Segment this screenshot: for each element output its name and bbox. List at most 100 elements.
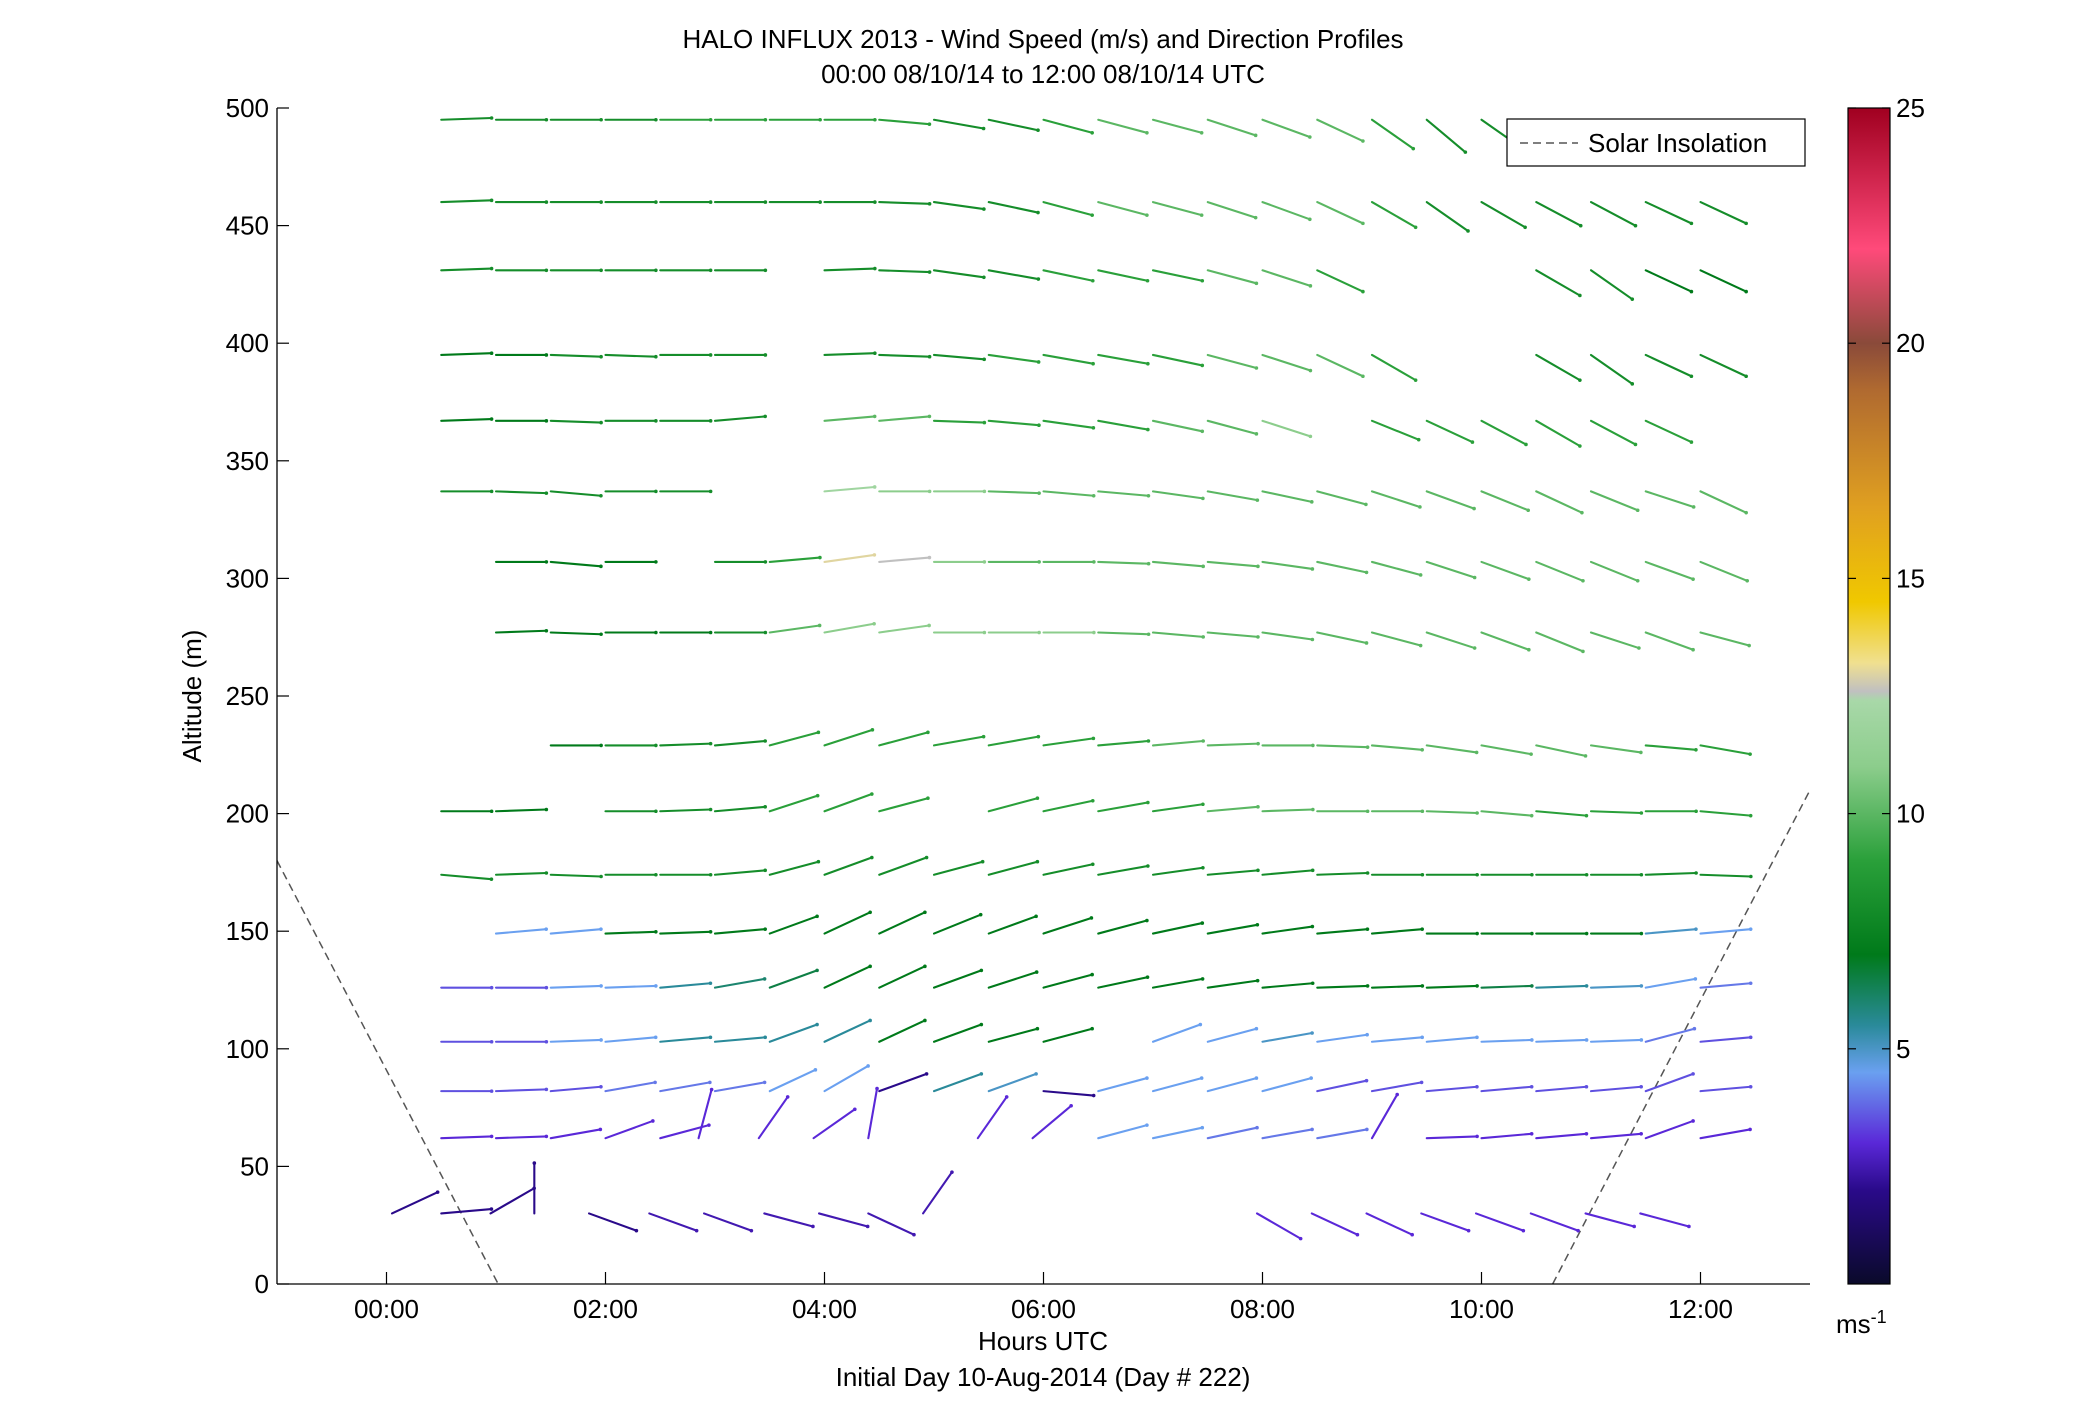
wind-vector-tip	[1091, 1093, 1096, 1098]
wind-vector	[1425, 631, 1476, 650]
wind-vector-tip	[1365, 1032, 1369, 1037]
wind-vector-tip	[980, 859, 985, 864]
wind-vector	[1151, 1023, 1202, 1043]
wind-vector	[1699, 928, 1752, 935]
wind-vector-tip	[1199, 130, 1204, 135]
wind-vector	[1316, 1033, 1369, 1043]
wind-vector-tip	[1744, 289, 1748, 294]
wind-vector-tip	[1689, 221, 1694, 226]
wind-vector-tip	[1419, 1080, 1424, 1085]
wind-vector-tip	[927, 122, 932, 126]
wind-vector	[1480, 490, 1530, 512]
wind-vector	[1480, 1085, 1533, 1093]
wind-vector-tip	[489, 985, 494, 990]
wind-vector	[1535, 560, 1585, 582]
wind-vector-tip	[1255, 978, 1260, 983]
wind-vector	[878, 965, 926, 989]
wind-vector	[823, 965, 872, 989]
wind-vector-tip	[599, 420, 603, 425]
wind-vector-tip	[654, 872, 658, 877]
wind-vector	[1425, 1085, 1478, 1093]
wind-vector	[440, 418, 493, 422]
wind-vector-tip	[489, 1039, 494, 1044]
colorbar-unit-base: ms	[1836, 1309, 1871, 1339]
wind-vector-tip	[813, 1068, 818, 1072]
wind-vector	[1370, 1093, 1399, 1140]
wind-vector	[1480, 201, 1527, 229]
wind-vector	[1261, 1077, 1313, 1093]
wind-vector-tip	[1694, 747, 1698, 752]
wind-vector-tip	[1365, 871, 1370, 875]
wind-vector-tip	[1639, 1038, 1644, 1042]
wind-vector-tip	[1256, 635, 1260, 639]
wind-vector	[549, 1128, 602, 1140]
wind-vector-tip	[654, 419, 658, 423]
wind-vector-tip	[489, 351, 494, 356]
wind-vector-tip	[599, 984, 603, 988]
wind-vector-tip	[544, 1039, 549, 1044]
wind-vector-tip	[654, 489, 658, 494]
wind-vector	[549, 560, 602, 568]
wind-vector	[1151, 739, 1205, 747]
wind-vector-tip	[654, 630, 658, 635]
wind-vector-tip	[1036, 210, 1040, 215]
wind-vector-tip	[1584, 1131, 1589, 1136]
wind-vector	[1097, 490, 1150, 497]
wind-vector-tip	[1639, 872, 1644, 877]
wind-vector	[932, 118, 985, 130]
wind-vector	[932, 269, 985, 279]
wind-vector	[604, 984, 657, 989]
wind-vector	[1425, 419, 1474, 444]
wind-vector-tip	[1410, 1232, 1414, 1237]
wind-vector	[1261, 490, 1313, 503]
wind-vector-tip	[544, 419, 549, 423]
wind-vector-tip	[1475, 984, 1479, 988]
wind-vector	[1097, 269, 1149, 282]
wind-vector	[1042, 419, 1095, 429]
wind-vector	[987, 419, 1040, 427]
wind-vector	[1206, 201, 1257, 219]
wind-vector	[987, 971, 1038, 989]
wind-vector-tip	[1475, 1134, 1479, 1139]
wind-vector	[1425, 1036, 1478, 1043]
wind-vector-tip	[708, 353, 713, 357]
wind-vector	[1589, 269, 1634, 301]
wind-vector-tip	[924, 1072, 929, 1076]
wind-vector-tip	[653, 1035, 658, 1040]
wind-vector-tip	[1748, 981, 1753, 986]
wind-vector	[1644, 1027, 1696, 1043]
y-tick-label: 450	[226, 211, 269, 241]
wind-vector	[1699, 810, 1752, 817]
wind-vector	[768, 1023, 819, 1043]
wind-vector-tip	[1584, 984, 1589, 988]
wind-vector-tip	[1529, 1131, 1534, 1136]
wind-vector-tip	[1748, 1084, 1753, 1089]
wind-vector-tip	[1420, 809, 1425, 814]
wind-vector-tip	[653, 1080, 657, 1085]
wind-vector-tip	[1037, 491, 1041, 495]
wind-vector	[713, 977, 766, 989]
wind-vector	[1316, 1079, 1368, 1093]
colorbar-tick-label: 5	[1896, 1034, 1910, 1064]
x-tick-label: 02:00	[573, 1294, 638, 1324]
wind-vector-tip	[599, 1084, 603, 1089]
wind-vector-tip	[1420, 872, 1425, 877]
wind-vector	[440, 1207, 493, 1215]
x-tick-label: 12:00	[1668, 1294, 1733, 1324]
wind-vector-tip	[1034, 970, 1039, 974]
wind-vector	[1644, 631, 1695, 651]
wind-vector	[1151, 1077, 1203, 1093]
wind-vector-tip	[1037, 560, 1041, 564]
wind-vector-tip	[544, 927, 548, 931]
wind-vector-tip	[815, 968, 819, 973]
wind-vector-tip	[1310, 1127, 1314, 1132]
wind-vector-tip	[873, 266, 877, 271]
wind-vector-tip	[1364, 502, 1368, 507]
wind-vector	[1425, 560, 1476, 579]
wind-vector-tip	[875, 1086, 879, 1091]
wind-vector	[1151, 353, 1204, 367]
wind-vector	[987, 269, 1040, 281]
wind-vector	[823, 415, 876, 422]
wind-vector	[1097, 419, 1149, 431]
x-tick-label: 10:00	[1449, 1294, 1514, 1324]
